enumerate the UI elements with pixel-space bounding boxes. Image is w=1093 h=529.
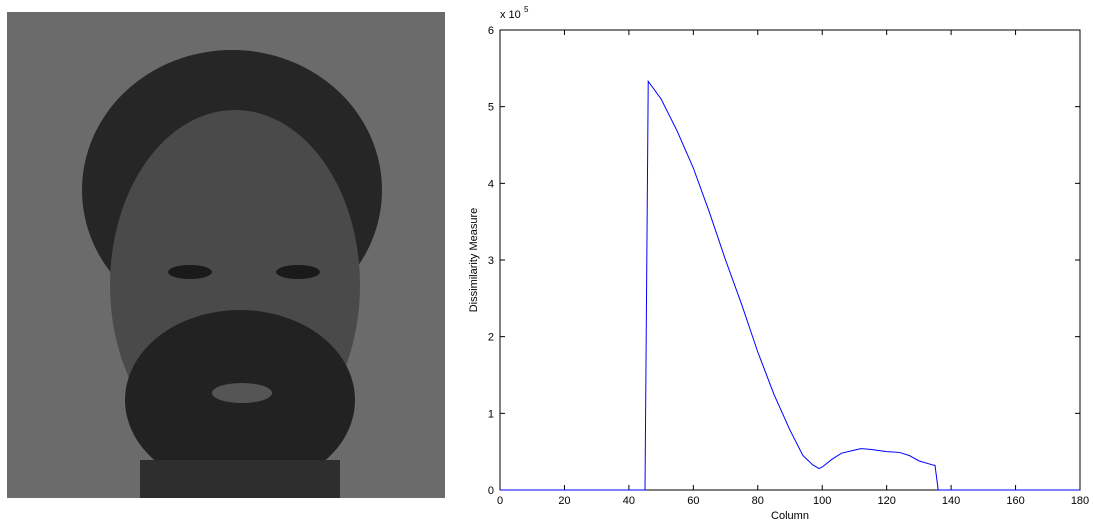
x-axis-label: Column — [771, 510, 809, 522]
plot-frame — [499, 29, 1081, 491]
x-tick-label: 40 — [623, 495, 635, 507]
y-multiplier-exponent: 5 — [524, 5, 529, 14]
y-tick-label: 2 — [488, 332, 494, 344]
x-tick-label: 20 — [558, 495, 570, 507]
x-tick-label: 120 — [877, 495, 895, 507]
y-tick-label: 1 — [488, 408, 494, 420]
x-tick-label: 140 — [942, 495, 960, 507]
photo — [7, 12, 445, 498]
y-tick-label: 0 — [488, 485, 494, 497]
y-tick-label: 4 — [488, 178, 494, 190]
x-tick-label: 160 — [1006, 495, 1024, 507]
x-tick-label: 60 — [687, 495, 699, 507]
x-tick-label: 0 — [497, 495, 503, 507]
x-tick-label: 100 — [813, 495, 831, 507]
data-line — [500, 79, 1080, 491]
y-axis-label: Dissimilarity Measure — [468, 208, 480, 313]
x-tick-label: 80 — [752, 495, 764, 507]
y-tick-label: 3 — [488, 255, 494, 267]
x-tick-label: 180 — [1071, 495, 1089, 507]
y-tick-label: 5 — [488, 102, 494, 114]
y-multiplier: x 10 — [500, 9, 521, 21]
y-tick-label: 6 — [488, 25, 494, 37]
